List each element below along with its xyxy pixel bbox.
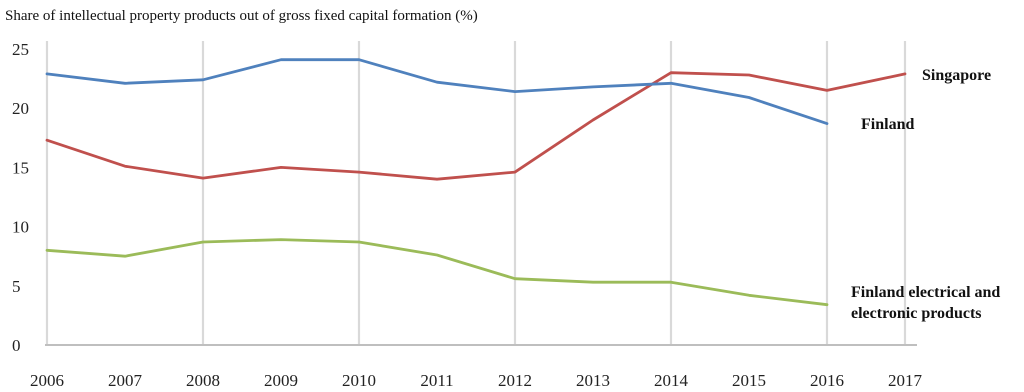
chart-title: Share of intellectual property products … xyxy=(5,8,478,24)
y-tick-label: 20 xyxy=(12,99,29,118)
series-line-finland-electrical-and-electronic-products xyxy=(45,238,829,307)
series-lines xyxy=(45,58,907,307)
x-tick-label: 2011 xyxy=(420,371,453,390)
series-label-singapore: Singapore xyxy=(922,67,991,84)
x-tick-label: 2007 xyxy=(108,371,143,390)
x-tick-label: 2010 xyxy=(342,371,376,390)
x-tick-label: 2006 xyxy=(30,371,64,390)
x-tick-label: 2012 xyxy=(498,371,532,390)
y-axis-ticks: 0 5 10 15 20 25 xyxy=(12,40,29,355)
x-tick-label: 2014 xyxy=(654,371,689,390)
x-tick-label: 2016 xyxy=(810,371,844,390)
y-tick-label: 15 xyxy=(12,158,29,177)
series-labels: Singapore Finland Finland electrical and… xyxy=(851,67,1000,322)
series-label-finland-electrical-line1: Finland electrical and xyxy=(851,284,1000,301)
y-tick-label: 25 xyxy=(12,40,29,59)
series-label-finland: Finland xyxy=(861,116,914,133)
y-tick-label: 10 xyxy=(12,218,29,237)
y-tick-label: 5 xyxy=(12,277,21,296)
x-tick-label: 2017 xyxy=(888,371,923,390)
x-tick-label: 2013 xyxy=(576,371,610,390)
series-line-singapore xyxy=(45,71,907,181)
y-tick-label: 0 xyxy=(12,336,21,355)
x-tick-label: 2008 xyxy=(186,371,220,390)
series-label-finland-electrical-line2: electronic products xyxy=(851,305,982,322)
x-axis-ticks: 2006 2007 2008 2009 2010 2011 2012 2013 2014 2015… xyxy=(30,371,923,390)
x-tick-label: 2015 xyxy=(732,371,766,390)
x-tick-label: 2009 xyxy=(264,371,298,390)
series-line-finland xyxy=(45,58,829,125)
